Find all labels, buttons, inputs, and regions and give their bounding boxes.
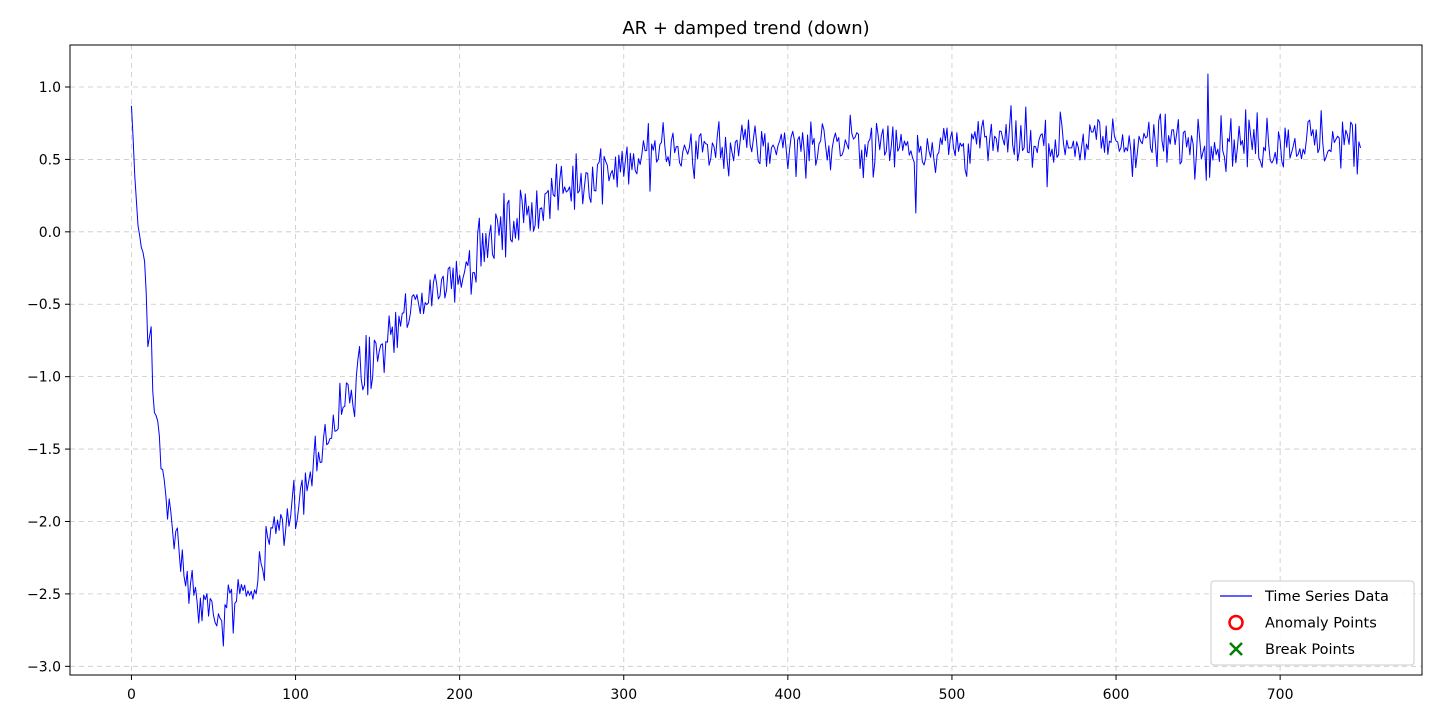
x-axis: 0 100 200 300 400 500 600 700	[127, 675, 1294, 703]
x-tick-label: 300	[610, 687, 637, 703]
grid	[70, 45, 1422, 675]
y-tick-label: −0.5	[27, 297, 61, 313]
x-tick-label: 700	[1267, 687, 1294, 703]
x-tick-label: 400	[774, 687, 801, 703]
legend-label: Anomaly Points	[1265, 616, 1377, 632]
y-tick-label: 1.0	[39, 80, 61, 96]
x-tick-label: 500	[939, 687, 966, 703]
legend-box	[1210, 580, 1415, 666]
x-tick-label: 600	[1103, 687, 1130, 703]
chart-title: AR + damped trend (down)	[622, 18, 869, 39]
x-tick-label: 0	[127, 687, 136, 703]
y-tick-label: −2.0	[27, 514, 61, 530]
series-layer	[130, 73, 1362, 647]
y-axis: 1.0 0.5 0.0 −0.5 −1.0 −1.5 −2.0 −2.5 −3.0	[27, 80, 70, 675]
y-tick-label: −2.5	[27, 587, 61, 603]
legend: Time Series Data Anomaly Points Break Poin…	[1210, 580, 1415, 666]
y-tick-label: −1.5	[27, 442, 61, 458]
x-tick-label: 100	[282, 687, 309, 703]
legend-label: Break Points	[1265, 642, 1355, 658]
legend-circle-swatch	[1228, 614, 1244, 631]
legend-label: Time Series Data	[1264, 589, 1389, 605]
series-line-time-series-data	[130, 73, 1362, 647]
legend-x-swatch	[1229, 642, 1243, 656]
plot-frame	[69, 44, 1423, 676]
x-tick-label: 200	[446, 687, 473, 703]
y-tick-label: −3.0	[27, 659, 61, 675]
y-tick-label: −1.0	[27, 370, 61, 386]
y-tick-label: 0.5	[39, 152, 61, 168]
y-tick-label: 0.0	[39, 225, 61, 241]
